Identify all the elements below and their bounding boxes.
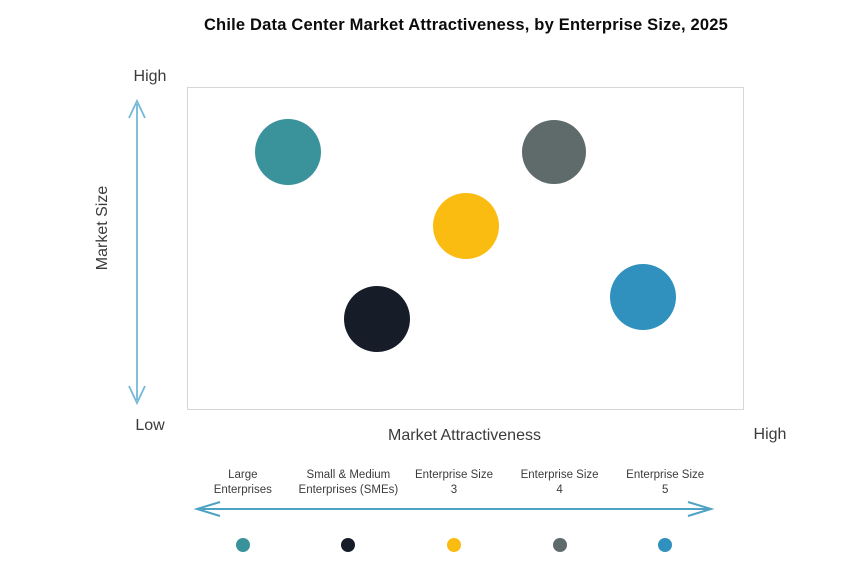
y-axis-arrow <box>128 98 146 406</box>
legend: Large Enterprises Small & Medium Enterprise… <box>190 468 718 557</box>
legend-dot-enterprise-size-5 <box>658 537 673 552</box>
y-axis-high-label: High <box>133 68 167 85</box>
y-axis-title: Market Size <box>94 185 111 271</box>
legend-label-large-enterprises: Large Enterprises <box>213 469 272 496</box>
chart-title: Chile Data Center Market Attractiveness,… <box>203 16 729 34</box>
legend-dot-enterprise-size-4 <box>552 537 567 552</box>
bubble-large-enterprises <box>254 119 321 186</box>
legend-axis-arrow <box>193 500 715 517</box>
bubble-enterprise-size-5 <box>610 263 677 330</box>
plot-area <box>187 87 744 410</box>
y-axis-low-label: Low <box>135 417 165 434</box>
legend-label-enterprise-size-5: Enterprise Size 5 <box>626 469 705 496</box>
legend-labels: Large Enterprises Small & Medium Enterprise… <box>190 468 718 498</box>
bubble-small-medium-enterprises-smes <box>343 286 410 353</box>
legend-dot-large-enterprises <box>235 537 250 552</box>
legend-dot-small-medium-enterprises-smes <box>341 537 356 552</box>
x-axis-title: Market Attractiveness <box>388 427 541 444</box>
x-axis-high-label: High <box>753 426 787 443</box>
legend-label-enterprise-size-3: Enterprise Size 3 <box>414 469 493 496</box>
legend-label-small-medium-enterprises-smes: Small & Medium Enterprises (SMEs) <box>298 469 399 496</box>
legend-dots <box>190 537 718 557</box>
legend-dot-enterprise-size-3 <box>446 537 461 552</box>
legend-label-enterprise-size-4: Enterprise Size 4 <box>520 469 599 496</box>
bubble-enterprise-size-4 <box>522 120 587 185</box>
bubble-enterprise-size-3 <box>432 193 499 260</box>
